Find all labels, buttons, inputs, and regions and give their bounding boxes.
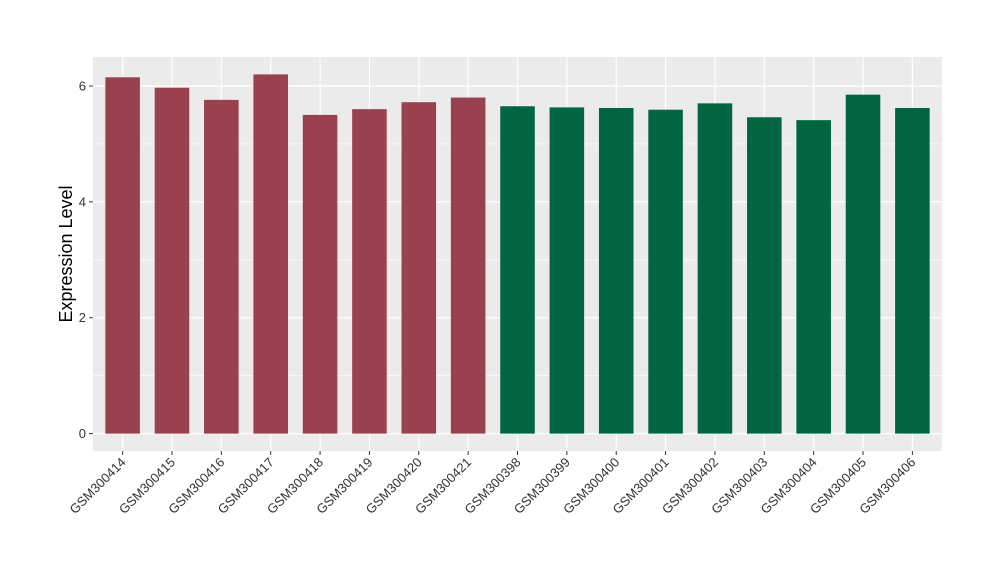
bar-GSM300406: [895, 107, 930, 434]
bar-GSM300399: [549, 107, 585, 434]
bar-GSM300421: [450, 97, 486, 434]
bar-GSM300416: [204, 99, 239, 434]
bar-GSM300398: [500, 106, 535, 434]
bar-GSM300402: [697, 103, 733, 434]
bar-GSM300403: [747, 117, 782, 434]
bar-GSM300401: [648, 109, 683, 434]
y-tick-label: 2: [79, 310, 86, 325]
bar-GSM300400: [598, 107, 634, 434]
y-axis: 0 2 4 6: [79, 78, 93, 441]
bar-GSM300405: [845, 94, 881, 434]
bars: [105, 74, 930, 434]
x-axis: GSM300414GSM300415GSM300416GSM300417GSM3…: [67, 451, 919, 517]
y-tick-label: 4: [79, 194, 86, 209]
bar-GSM300415: [154, 87, 190, 434]
bar-GSM300419: [352, 109, 387, 434]
y-tick-label: 6: [79, 78, 86, 93]
bar-GSM300418: [302, 114, 338, 434]
bar-GSM300420: [401, 102, 437, 434]
bar-GSM300414: [105, 77, 140, 434]
y-axis-title: Expression Level: [56, 185, 76, 322]
y-tick-label: 0: [79, 426, 86, 441]
bar-GSM300417: [253, 74, 288, 434]
bar-GSM300404: [796, 120, 831, 434]
